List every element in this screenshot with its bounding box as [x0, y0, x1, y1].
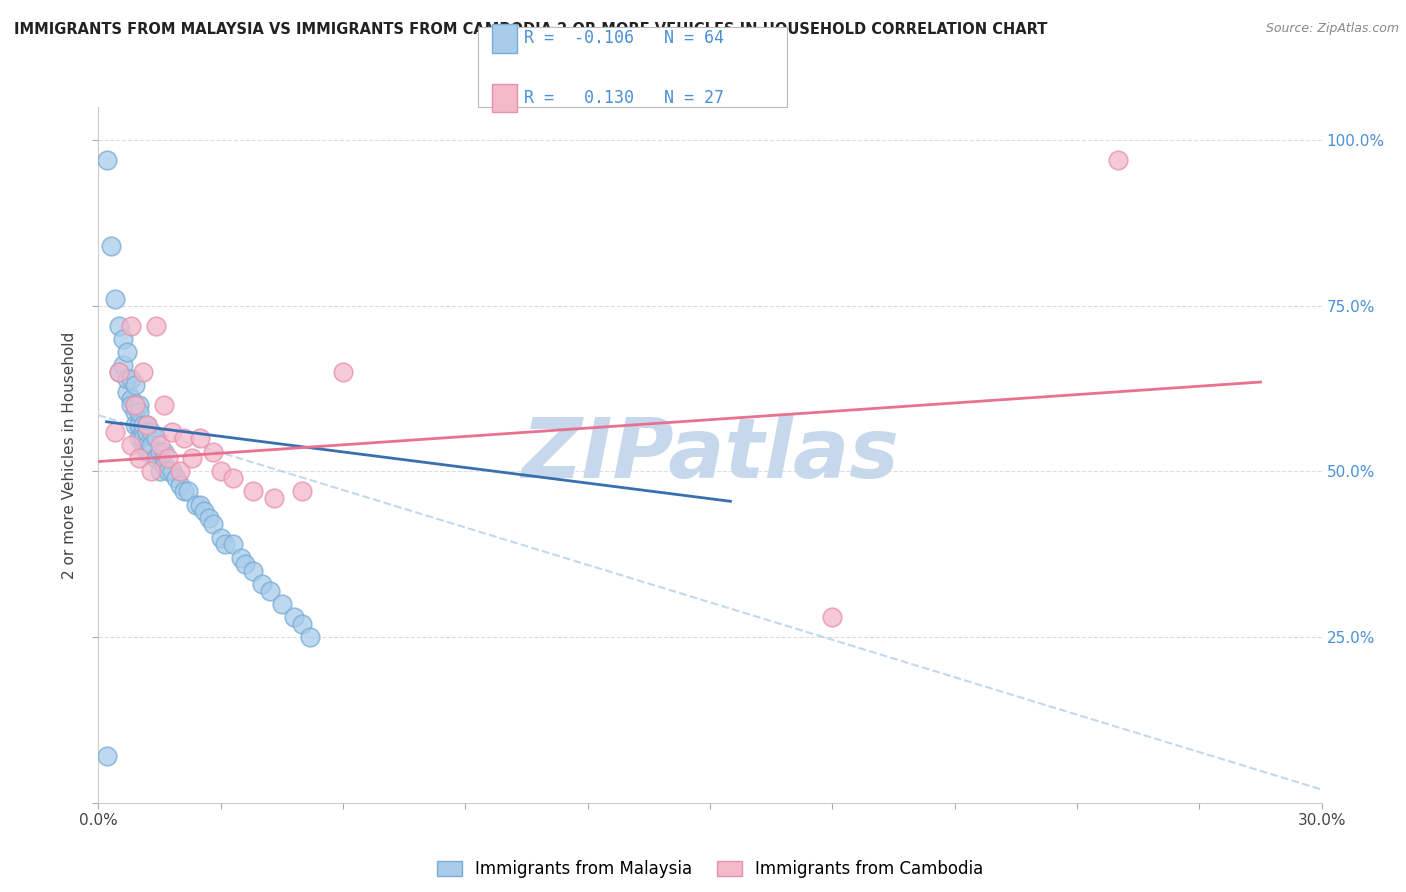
Point: [132, 365, 155, 379]
Point: [136, 438, 159, 452]
Point: [100, 239, 122, 253]
Point: [149, 444, 172, 458]
Legend: Immigrants from Malaysia, Immigrants from Cambodia: Immigrants from Malaysia, Immigrants fro…: [430, 854, 990, 885]
Point: [136, 444, 159, 458]
Point: [128, 451, 150, 466]
Point: [231, 550, 253, 565]
Y-axis label: 2 or more Vehicles in Household: 2 or more Vehicles in Household: [62, 331, 77, 579]
Point: [222, 537, 245, 551]
Point: [193, 504, 215, 518]
Point: [188, 431, 212, 445]
Text: R =   0.130   N = 27: R = 0.130 N = 27: [524, 89, 724, 107]
Point: [104, 425, 127, 439]
Point: [104, 292, 127, 306]
Point: [141, 465, 163, 479]
Point: [263, 491, 285, 505]
Point: [186, 498, 208, 512]
Point: [152, 444, 174, 458]
Point: [283, 610, 305, 624]
Point: [173, 484, 195, 499]
Point: [124, 405, 146, 419]
Point: [145, 451, 167, 466]
Point: [108, 318, 131, 333]
Text: IMMIGRANTS FROM MALAYSIA VS IMMIGRANTS FROM CAMBODIA 2 OR MORE VEHICLES IN HOUSE: IMMIGRANTS FROM MALAYSIA VS IMMIGRANTS F…: [14, 22, 1047, 37]
Point: [111, 359, 134, 373]
Point: [152, 458, 174, 472]
Point: [299, 630, 322, 644]
Point: [120, 318, 142, 333]
Point: [152, 398, 174, 412]
Point: [177, 484, 200, 499]
Point: [165, 471, 187, 485]
Point: [201, 517, 224, 532]
Point: [136, 418, 159, 433]
Point: [222, 471, 245, 485]
Point: [291, 484, 314, 499]
Point: [132, 425, 155, 439]
Point: [156, 451, 179, 466]
Point: [149, 465, 172, 479]
Point: [291, 616, 314, 631]
Point: [145, 431, 167, 445]
Point: [115, 372, 138, 386]
Point: [169, 477, 191, 491]
Point: [169, 465, 191, 479]
Point: [132, 418, 155, 433]
Point: [160, 425, 183, 439]
Point: [132, 431, 155, 445]
Point: [214, 537, 236, 551]
Point: [145, 318, 167, 333]
Point: [128, 418, 150, 433]
Text: R =  -0.106   N = 64: R = -0.106 N = 64: [524, 29, 724, 47]
Point: [111, 332, 134, 346]
Point: [141, 438, 163, 452]
Point: [108, 365, 131, 379]
Point: [259, 583, 281, 598]
Point: [132, 438, 155, 452]
Point: [96, 153, 118, 167]
Point: [149, 438, 172, 452]
Point: [188, 498, 212, 512]
Point: [115, 384, 138, 399]
Point: [209, 531, 232, 545]
Point: [242, 484, 264, 499]
Point: [201, 444, 224, 458]
Point: [821, 610, 844, 624]
Text: Source: ZipAtlas.com: Source: ZipAtlas.com: [1265, 22, 1399, 36]
Point: [173, 431, 195, 445]
Point: [209, 465, 232, 479]
Point: [1107, 153, 1129, 167]
Point: [128, 405, 150, 419]
Point: [197, 511, 219, 525]
Point: [124, 398, 146, 412]
Point: [124, 418, 146, 433]
Point: [141, 444, 163, 458]
Point: [250, 577, 273, 591]
Point: [141, 425, 163, 439]
Point: [156, 465, 179, 479]
Point: [124, 398, 146, 412]
Point: [108, 365, 131, 379]
Point: [270, 597, 294, 611]
Point: [120, 392, 142, 406]
Point: [120, 372, 142, 386]
Point: [136, 425, 159, 439]
Point: [136, 418, 159, 433]
Point: [120, 438, 142, 452]
Point: [242, 564, 264, 578]
Point: [160, 465, 183, 479]
Point: [181, 451, 204, 466]
Point: [128, 418, 150, 433]
Point: [128, 398, 150, 412]
Point: [332, 365, 354, 379]
Point: [120, 398, 142, 412]
Point: [145, 451, 167, 466]
Point: [128, 431, 150, 445]
Text: ZIPatlas: ZIPatlas: [522, 415, 898, 495]
Point: [96, 749, 118, 764]
Point: [233, 558, 256, 572]
Point: [124, 378, 146, 392]
Point: [115, 345, 138, 359]
